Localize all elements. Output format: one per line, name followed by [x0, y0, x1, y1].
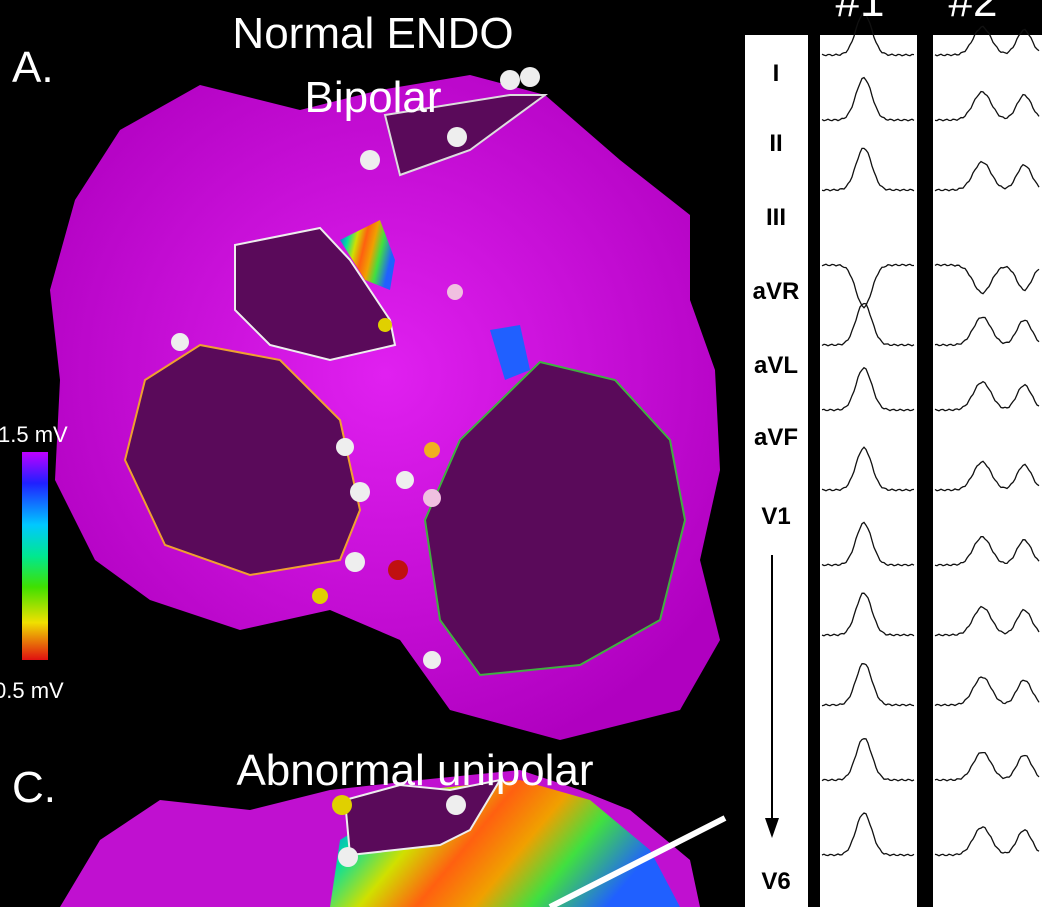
column-label: #1: [836, 0, 885, 26]
lead-label: V1: [761, 503, 790, 530]
lead-label: III: [766, 204, 786, 231]
panel-title: Abnormal unipolar: [236, 746, 593, 795]
colorbar: [22, 452, 48, 660]
lead-panel: [745, 35, 808, 907]
lead-label: V6: [761, 868, 790, 895]
lead-label: aVL: [754, 352, 798, 379]
lead-label: I: [773, 60, 780, 87]
panel-title: Bipolar: [305, 73, 442, 122]
lead-label: aVR: [753, 278, 800, 305]
map-a: [50, 67, 720, 740]
lead-label: aVF: [754, 424, 798, 451]
panel-label: A.: [12, 43, 54, 92]
lead-label: II: [769, 130, 782, 157]
figure: A. Normal ENDO Bipolar 1.5 mV 0.5 mV C. …: [0, 0, 1042, 907]
colorbar-label: 1.5 mV: [0, 422, 68, 447]
colorbar-label: 0.5 mV: [0, 678, 64, 703]
trace-panel: [820, 35, 917, 907]
panel-title: Normal ENDO: [232, 9, 513, 58]
panel-label: C.: [12, 763, 56, 812]
column-label: #2: [949, 0, 998, 26]
